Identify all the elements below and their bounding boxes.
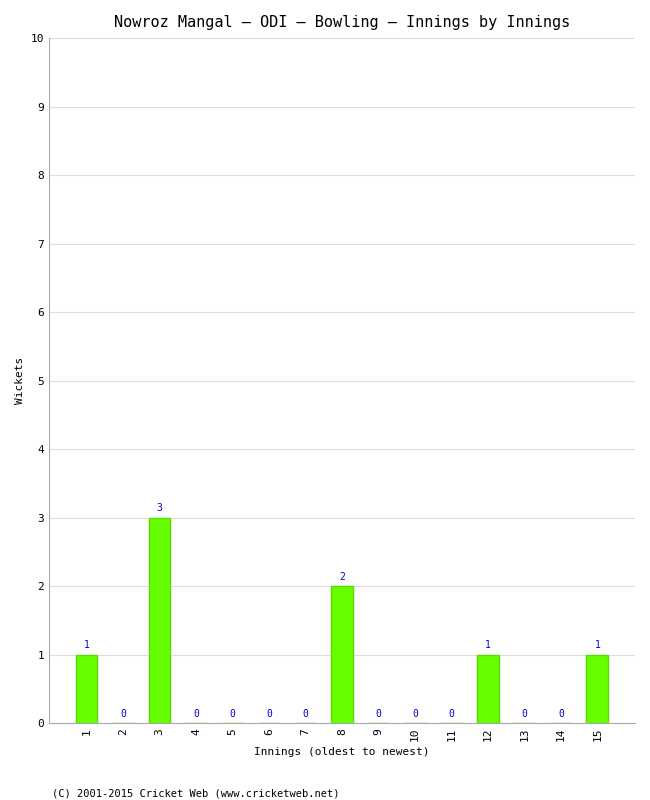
Text: 0: 0	[521, 709, 527, 719]
Y-axis label: Wickets: Wickets	[15, 357, 25, 404]
Text: 0: 0	[412, 709, 418, 719]
Text: (C) 2001-2015 Cricket Web (www.cricketweb.net): (C) 2001-2015 Cricket Web (www.cricketwe…	[52, 788, 339, 798]
Text: 0: 0	[229, 709, 235, 719]
X-axis label: Innings (oldest to newest): Innings (oldest to newest)	[254, 747, 430, 757]
Text: 0: 0	[376, 709, 382, 719]
Bar	[477, 654, 499, 723]
Text: 1: 1	[84, 641, 90, 650]
Text: 0: 0	[120, 709, 126, 719]
Text: 0: 0	[448, 709, 454, 719]
Text: 0: 0	[266, 709, 272, 719]
Title: Nowroz Mangal – ODI – Bowling – Innings by Innings: Nowroz Mangal – ODI – Bowling – Innings …	[114, 15, 570, 30]
Text: 1: 1	[485, 641, 491, 650]
Text: 2: 2	[339, 572, 345, 582]
Bar	[75, 654, 98, 723]
Bar	[149, 518, 170, 723]
Text: 0: 0	[193, 709, 199, 719]
Bar	[586, 654, 608, 723]
Text: 3: 3	[157, 503, 162, 514]
Text: 0: 0	[558, 709, 564, 719]
Text: 0: 0	[302, 709, 308, 719]
Bar	[331, 586, 353, 723]
Text: 1: 1	[595, 641, 601, 650]
